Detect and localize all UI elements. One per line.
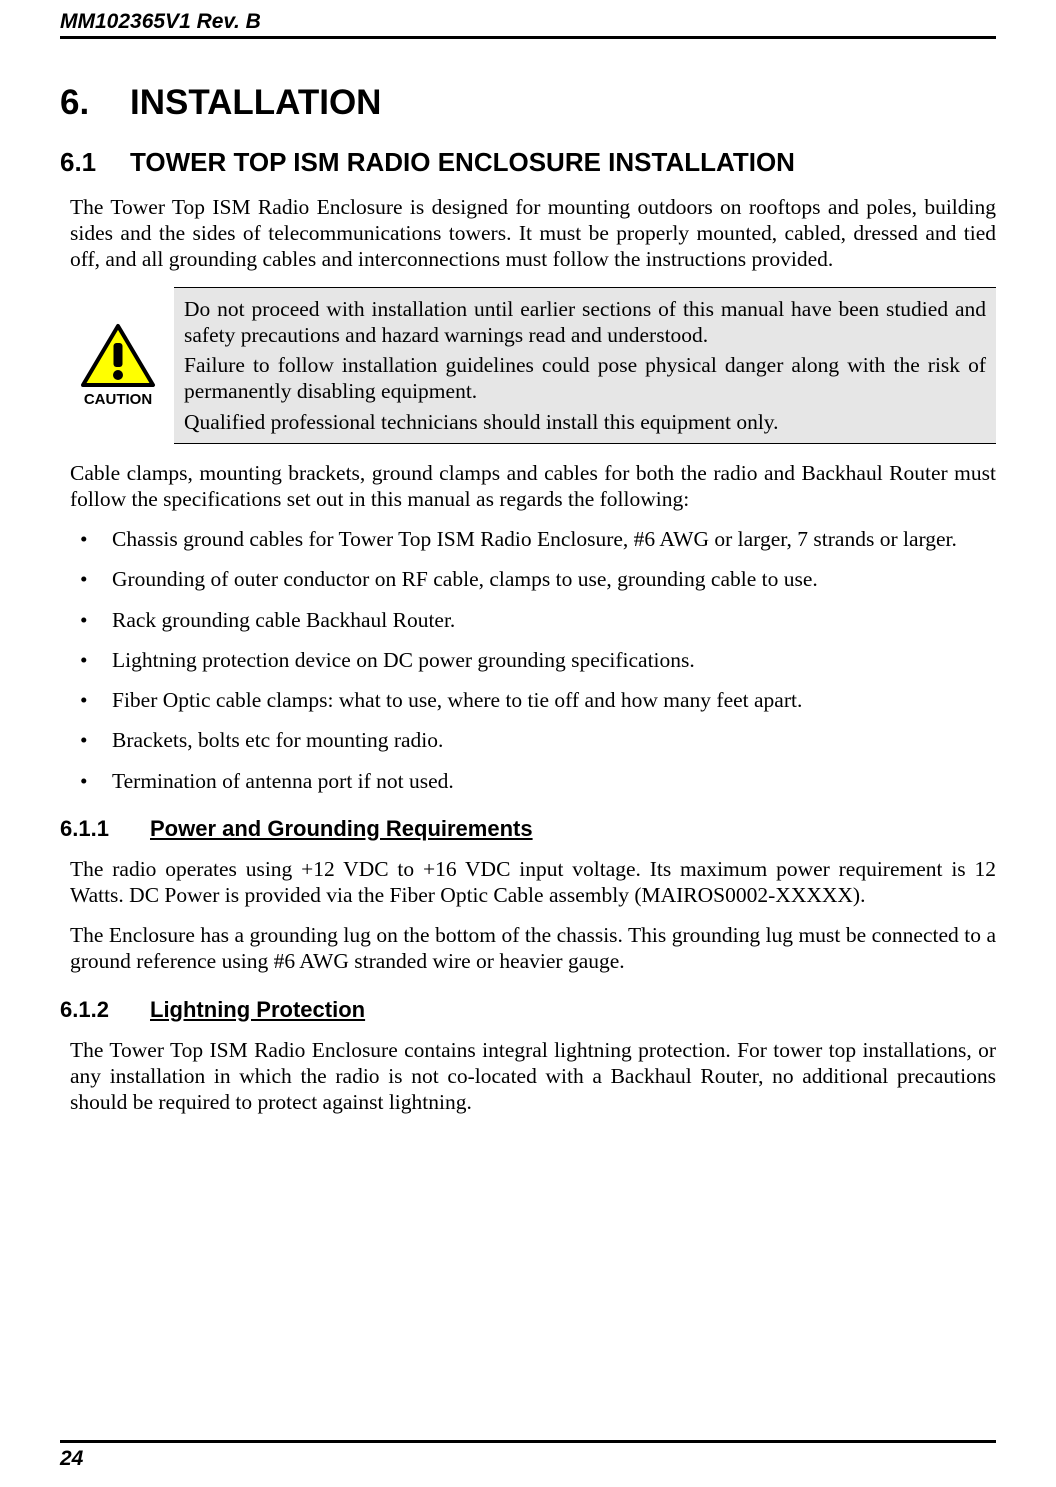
- heading-3-611: 6.1.1Power and Grounding Requirements: [60, 816, 996, 842]
- heading-1: 6.INSTALLATION: [60, 83, 996, 123]
- doc-header: MM102365V1 Rev. B: [60, 0, 996, 39]
- list-item: Termination of antenna port if not used.: [70, 768, 996, 794]
- h1-number: 6.: [60, 83, 130, 123]
- sec612-p1: The Tower Top ISM Radio Enclosure contai…: [70, 1037, 996, 1116]
- page: MM102365V1 Rev. B 6.INSTALLATION 6.1TOWE…: [0, 0, 1056, 1487]
- list-item: Fiber Optic cable clamps: what to use, w…: [70, 687, 996, 713]
- h3-text: Lightning Protection: [150, 997, 365, 1022]
- caution-icon-container: CAUTION: [70, 287, 174, 444]
- heading-2: 6.1TOWER TOP ISM RADIO ENCLOSURE INSTALL…: [60, 147, 996, 178]
- caution-text: Do not proceed with installation until e…: [174, 287, 996, 444]
- after-caution-paragraph: Cable clamps, mounting brackets, ground …: [70, 460, 996, 512]
- caution-label: CAUTION: [84, 391, 152, 408]
- list-item: Grounding of outer conductor on RF cable…: [70, 566, 996, 592]
- sec611-p2: The Enclosure has a grounding lug on the…: [70, 922, 996, 974]
- h3-number: 6.1.1: [60, 816, 150, 842]
- caution-line-3: Qualified professional technicians shoul…: [184, 409, 986, 435]
- h3-text: Power and Grounding Requirements: [150, 816, 533, 841]
- caution-line-2: Failure to follow installation guideline…: [184, 352, 986, 404]
- list-item: Chassis ground cables for Tower Top ISM …: [70, 526, 996, 552]
- heading-3-612: 6.1.2Lightning Protection: [60, 997, 996, 1023]
- h2-number: 6.1: [60, 147, 130, 178]
- page-number: 24: [60, 1447, 83, 1471]
- bullet-list: Chassis ground cables for Tower Top ISM …: [70, 526, 996, 794]
- h2-text: TOWER TOP ISM RADIO ENCLOSURE INSTALLATI…: [130, 147, 795, 177]
- h3-number: 6.1.2: [60, 997, 150, 1023]
- list-item: Brackets, bolts etc for mounting radio.: [70, 727, 996, 753]
- caution-block: CAUTION Do not proceed with installation…: [70, 287, 996, 444]
- intro-paragraph: The Tower Top ISM Radio Enclosure is des…: [70, 194, 996, 273]
- h1-text: INSTALLATION: [130, 83, 381, 122]
- list-item: Lightning protection device on DC power …: [70, 647, 996, 673]
- list-item: Rack grounding cable Backhaul Router.: [70, 607, 996, 633]
- sec611-p1: The radio operates using +12 VDC to +16 …: [70, 856, 996, 908]
- caution-line-1: Do not proceed with installation until e…: [184, 296, 986, 348]
- caution-triangle-icon: [80, 323, 156, 389]
- footer-rule: [60, 1440, 996, 1443]
